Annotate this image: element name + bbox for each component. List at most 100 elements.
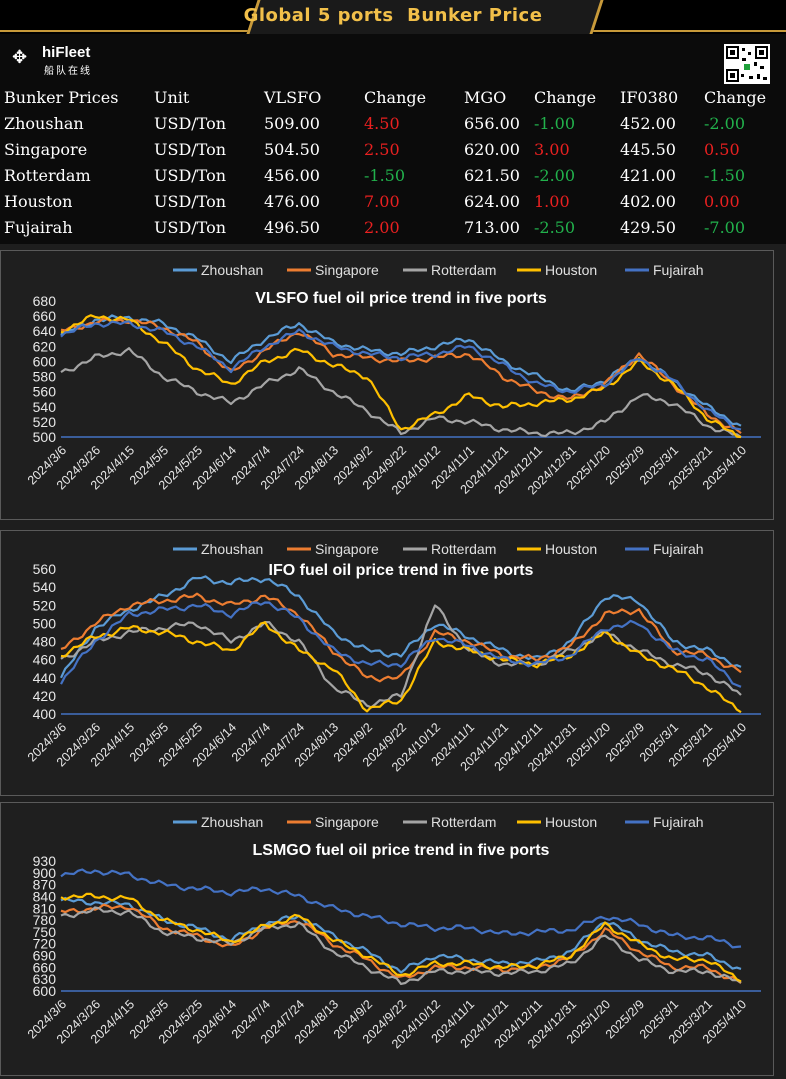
page-title: Global 5 ports Bunker Price [243, 5, 543, 26]
chart-legend: Zhoushan Singapore Rotterdam Houston Fujaira… [173, 262, 704, 278]
legend-label: Singapore [315, 262, 379, 278]
vlsfo-chart-panel: Zhoushan Singapore Rotterdam Houston Fujaira… [0, 250, 774, 520]
legend-label: Houston [545, 814, 597, 830]
banner-line-right [584, 30, 786, 32]
table-row: Zhoushan USD/Ton 509.00 4.50 656.00 -1.0… [4, 110, 774, 136]
legend-label: Fujairah [653, 814, 704, 830]
vlsfo-price: 456.00 [264, 165, 320, 185]
series-line-zhoushan [60, 314, 742, 427]
y-tick-label: 540 [33, 399, 57, 415]
y-tick-label: 690 [33, 948, 57, 964]
series-line-houston [60, 892, 742, 983]
y-tick-label: 900 [33, 865, 57, 881]
y-tick-label: 560 [33, 384, 57, 400]
ifo-change: 0.50 [704, 139, 740, 159]
ifo-change: 0.00 [704, 191, 740, 211]
y-tick-label: 440 [33, 670, 57, 686]
mgo-change: 1.00 [534, 191, 570, 211]
y-tick-label: 420 [33, 688, 57, 704]
title-banner: Global 5 ports Bunker Price [0, 0, 786, 34]
column-header: Bunker Prices [4, 87, 119, 107]
legend-label: Rotterdam [431, 262, 496, 278]
mgo-change: -2.50 [534, 217, 576, 237]
port-name: Houston [4, 191, 73, 211]
vlsfo-price: 509.00 [264, 113, 320, 133]
ifo-price: 445.50 [620, 139, 676, 159]
y-tick-label: 930 [33, 853, 57, 869]
legend-item: Rotterdam [403, 262, 496, 278]
legend-label: Singapore [315, 541, 379, 557]
y-tick-label: 840 [33, 888, 57, 904]
y-tick-label: 870 [33, 877, 57, 893]
table-row: Houston USD/Ton 476.00 7.00 624.00 1.00 … [4, 188, 774, 214]
vlsfo-change: -1.50 [364, 165, 406, 185]
vlsfo-change: 4.50 [364, 113, 400, 133]
series-line-rotterdam [60, 906, 742, 985]
legend-label: Zhoushan [201, 262, 263, 278]
mgo-price: 713.00 [464, 217, 520, 237]
y-tick-label: 500 [33, 429, 57, 445]
unit-cell: USD/Ton [154, 191, 227, 211]
ifo-change: -2.00 [704, 113, 746, 133]
mgo-price: 624.00 [464, 191, 520, 211]
legend-item: Singapore [287, 814, 379, 830]
series-line-zhoushan [60, 575, 742, 679]
ifo-price: 452.00 [620, 113, 676, 133]
vlsfo-price: 476.00 [264, 191, 320, 211]
legend-label: Zhoushan [201, 814, 263, 830]
chart-title: LSMGO fuel oil price trend in five ports [253, 842, 550, 859]
legend-item: Fujairah [625, 262, 704, 278]
y-tick-label: 480 [33, 634, 57, 650]
legend-label: Rotterdam [431, 814, 496, 830]
mgo-change: -1.00 [534, 113, 576, 133]
y-tick-label: 780 [33, 912, 57, 928]
y-tick-label: 620 [33, 338, 57, 354]
legend-item: Fujairah [625, 541, 704, 557]
y-tick-label: 580 [33, 369, 57, 385]
legend-label: Zhoushan [201, 541, 263, 557]
vlsfo-chart: Zhoushan Singapore Rotterdam Houston Fujaira… [25, 262, 761, 497]
y-tick-label: 750 [33, 924, 57, 940]
table-row: Fujairah USD/Ton 496.50 2.00 713.00 -2.5… [4, 214, 774, 240]
unit-cell: USD/Ton [154, 165, 227, 185]
y-tick-label: 630 [33, 971, 57, 987]
vlsfo-change: 2.50 [364, 139, 400, 159]
y-tick-label: 560 [33, 561, 57, 577]
unit-cell: USD/Ton [154, 139, 227, 159]
legend-item: Rotterdam [403, 814, 496, 830]
mgo-price: 656.00 [464, 113, 520, 133]
series-line-rotterdam [60, 347, 742, 438]
legend-label: Houston [545, 262, 597, 278]
y-tick-label: 660 [33, 959, 57, 975]
chart-legend: Zhoushan Singapore Rotterdam Houston Fujaira… [173, 541, 704, 557]
legend-label: Singapore [315, 814, 379, 830]
qr-code-icon [724, 44, 770, 84]
ifo-chart-panel: Zhoushan Singapore Rotterdam Houston Fujaira… [0, 530, 774, 796]
lsmgo-chart: Zhoushan Singapore Rotterdam Houston Fujaira… [25, 814, 761, 1051]
legend-label: Houston [545, 541, 597, 557]
legend-item: Houston [517, 814, 597, 830]
legend-label: Fujairah [653, 262, 704, 278]
column-header: Unit [154, 87, 190, 107]
legend-item: Singapore [287, 541, 379, 557]
y-tick-label: 520 [33, 597, 57, 613]
ifo-price: 429.50 [620, 217, 676, 237]
legend-label: Rotterdam [431, 541, 496, 557]
series-line-singapore [60, 317, 742, 435]
logo-cn: 船队在线 [44, 66, 92, 77]
y-tick-label: 600 [33, 983, 57, 999]
y-tick-label: 540 [33, 579, 57, 595]
table-row: Rotterdam USD/Ton 456.00 -1.50 621.50 -2… [4, 162, 774, 188]
ifo-price: 421.00 [620, 165, 676, 185]
series-line-houston [60, 314, 742, 439]
column-header: MGO [464, 87, 507, 107]
mgo-change: -2.00 [534, 165, 576, 185]
legend-item: Houston [517, 262, 597, 278]
logo-name: hiFleet [42, 44, 91, 61]
series-line-fujairah [60, 320, 742, 431]
y-tick-label: 400 [33, 706, 57, 722]
legend-item: Houston [517, 541, 597, 557]
legend-item: Rotterdam [403, 541, 496, 557]
y-tick-label: 520 [33, 414, 57, 430]
series-line-rotterdam [60, 604, 742, 709]
